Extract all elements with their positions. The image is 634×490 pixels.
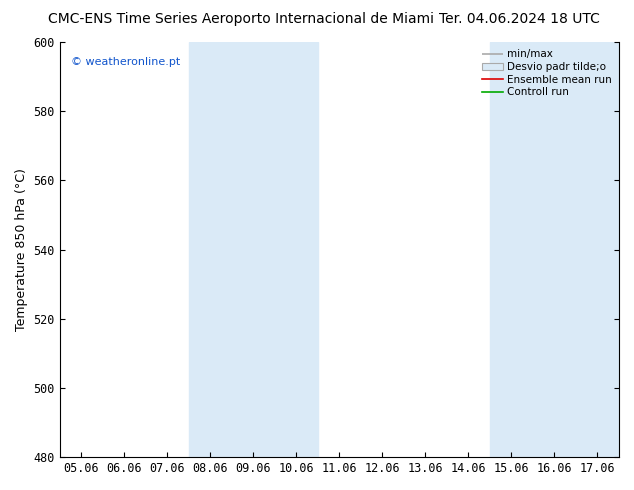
Text: CMC-ENS Time Series Aeroporto Internacional de Miami: CMC-ENS Time Series Aeroporto Internacio… — [48, 12, 434, 26]
Legend: min/max, Desvio padr tilde;o, Ensemble mean run, Controll run: min/max, Desvio padr tilde;o, Ensemble m… — [480, 47, 614, 99]
Text: Ter. 04.06.2024 18 UTC: Ter. 04.06.2024 18 UTC — [439, 12, 600, 26]
Bar — [189, 42, 318, 457]
Y-axis label: Temperature 850 hPa (°C): Temperature 850 hPa (°C) — [15, 168, 28, 331]
Text: © weatheronline.pt: © weatheronline.pt — [71, 56, 180, 67]
Bar — [490, 42, 619, 457]
